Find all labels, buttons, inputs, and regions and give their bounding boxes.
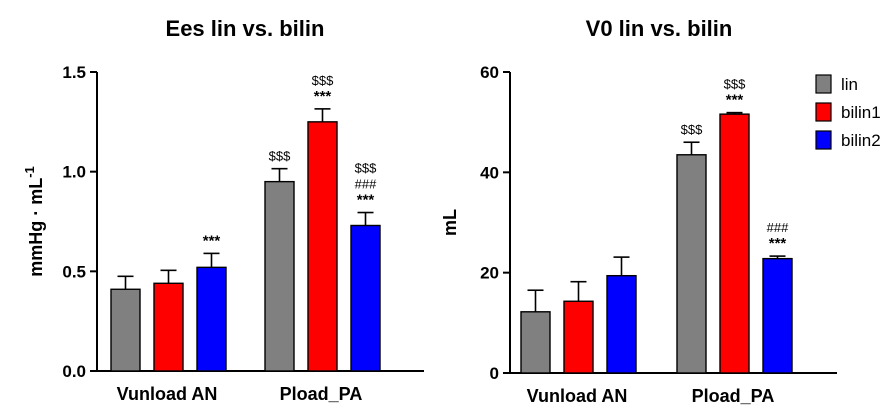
significance-annotation: $$$ xyxy=(724,77,746,92)
bar-bilin2 xyxy=(196,266,227,372)
bar-bilin1 xyxy=(719,113,750,374)
legend-swatch-bilin1 xyxy=(815,102,832,122)
bar-lin xyxy=(264,180,295,372)
legend-label: bilin1 xyxy=(841,103,881,122)
legend-swatch-bilin2 xyxy=(815,130,832,150)
y-axis-label-main: mmHg · mL xyxy=(26,178,46,277)
x-category-label: Vunload AN xyxy=(117,384,218,404)
y-axis-label: mL xyxy=(440,209,460,236)
y-axis-label-main: mL xyxy=(440,209,460,236)
y-axis-label-superscript: -1 xyxy=(22,166,37,178)
y-axis-label: mmHg · mL-1 xyxy=(22,166,46,277)
significance-annotation: $$$ xyxy=(681,122,703,137)
significance-annotation: *** xyxy=(357,192,375,209)
chart-title: Ees lin vs. bilin xyxy=(166,16,325,41)
legend-label: bilin2 xyxy=(841,131,881,150)
x-category-label: Pload_PA xyxy=(692,386,775,406)
x-category-label: Pload_PA xyxy=(280,384,363,404)
bar-bilin2 xyxy=(606,274,637,374)
y-tick-label: 0.5 xyxy=(62,262,86,281)
significance-annotation: ### xyxy=(355,177,377,192)
y-tick-label: 1.5 xyxy=(62,63,86,82)
bar-lin xyxy=(110,288,141,372)
bar-lin xyxy=(520,311,551,374)
bar-bilin2 xyxy=(762,257,793,374)
significance-annotation: *** xyxy=(769,235,787,252)
y-tick-label: 1.0 xyxy=(62,163,86,182)
bar-lin xyxy=(676,154,707,374)
bar-bilin1 xyxy=(153,282,184,372)
legend-label: lin xyxy=(841,75,858,94)
y-tick-label: 60 xyxy=(480,63,499,82)
bar-bilin1 xyxy=(307,121,338,372)
significance-annotation: $$$ xyxy=(269,149,291,164)
y-tick-label: 0 xyxy=(490,364,499,383)
significance-annotation: *** xyxy=(726,92,744,109)
y-tick-label: 20 xyxy=(480,264,499,283)
significance-annotation: $$$ xyxy=(355,161,377,176)
significance-annotation: *** xyxy=(314,88,332,105)
legend-swatch-lin xyxy=(815,74,832,94)
significance-annotation: $$$ xyxy=(312,73,334,88)
chart-title: V0 lin vs. bilin xyxy=(586,16,733,41)
y-tick-label: 0.0 xyxy=(62,362,86,381)
y-tick-label: 40 xyxy=(480,163,499,182)
bar-bilin1 xyxy=(563,300,594,374)
significance-annotation: ### xyxy=(767,220,789,235)
x-category-label: Vunload AN xyxy=(527,386,628,406)
significance-annotation: *** xyxy=(203,232,221,249)
bar-bilin2 xyxy=(350,224,381,372)
